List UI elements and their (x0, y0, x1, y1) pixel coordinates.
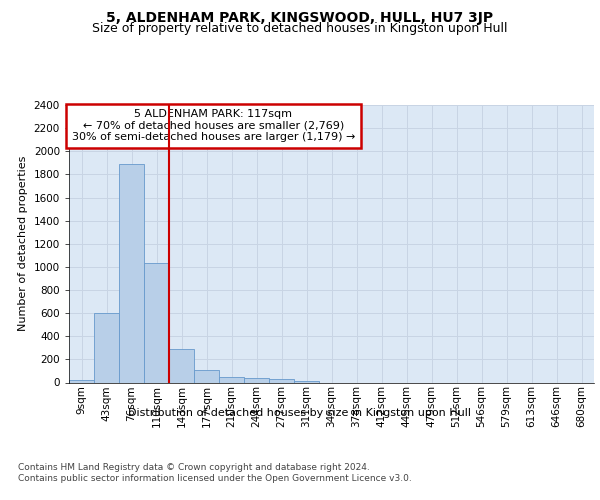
Text: Distribution of detached houses by size in Kingston upon Hull: Distribution of detached houses by size … (128, 408, 472, 418)
Y-axis label: Number of detached properties: Number of detached properties (18, 156, 28, 332)
Text: Contains HM Land Registry data © Crown copyright and database right 2024.: Contains HM Land Registry data © Crown c… (18, 462, 370, 471)
Bar (194, 370, 219, 382)
Text: 5, ALDENHAM PARK, KINGSWOOD, HULL, HU7 3JP: 5, ALDENHAM PARK, KINGSWOOD, HULL, HU7 3… (106, 11, 494, 25)
Bar (294, 381, 319, 382)
Bar (69, 380, 94, 382)
Text: Contains public sector information licensed under the Open Government Licence v3: Contains public sector information licen… (18, 474, 412, 483)
Bar (94, 313, 119, 382)
Bar (219, 377, 244, 382)
Text: Size of property relative to detached houses in Kingston upon Hull: Size of property relative to detached ho… (92, 22, 508, 35)
Bar (144, 264, 169, 382)
Bar (244, 378, 269, 382)
Bar (169, 349, 194, 382)
Bar (119, 164, 144, 382)
Text: 5 ALDENHAM PARK: 117sqm
← 70% of detached houses are smaller (2,769)
30% of semi: 5 ALDENHAM PARK: 117sqm ← 70% of detache… (71, 109, 355, 142)
Bar (269, 380, 294, 382)
